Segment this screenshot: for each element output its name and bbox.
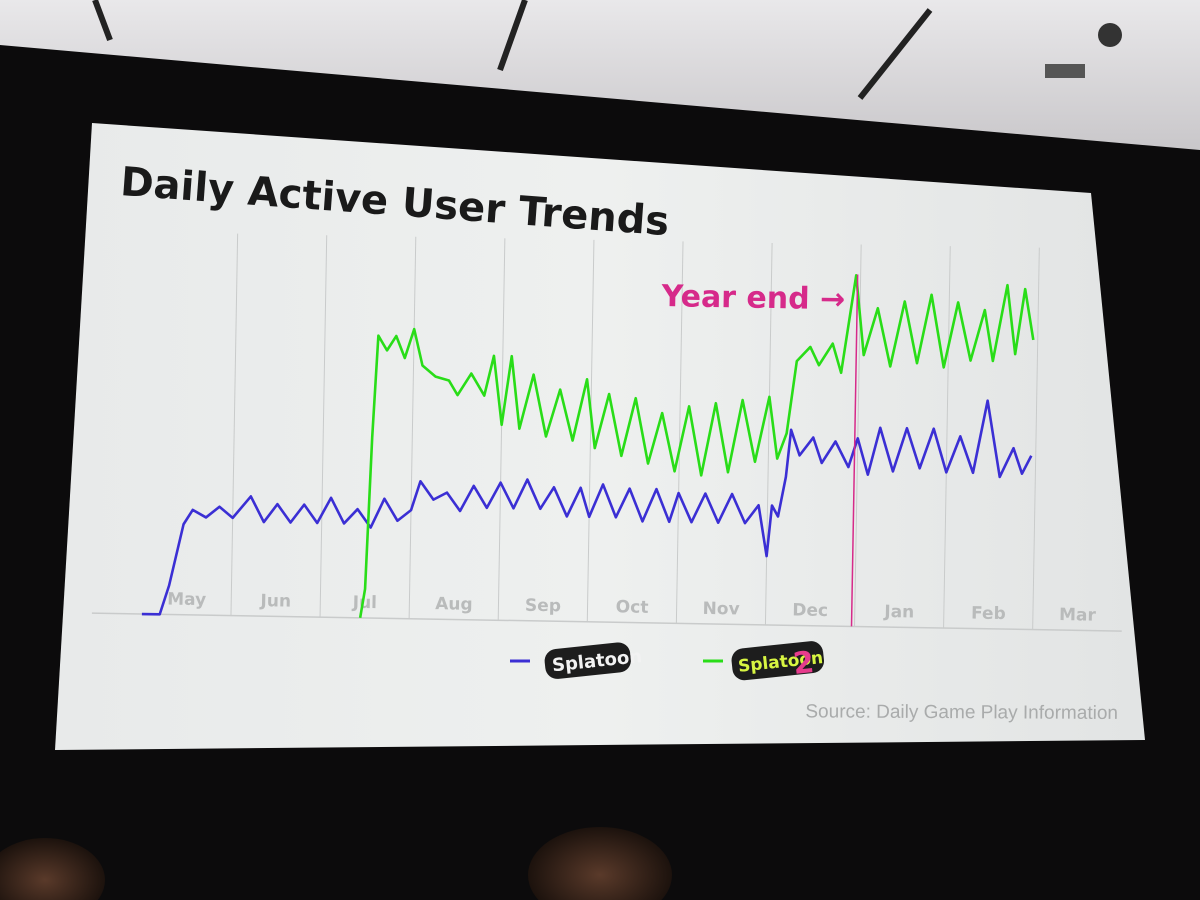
- year-end-annotation: Year end →: [660, 279, 845, 317]
- gridline: [675, 241, 684, 624]
- x-tick-label: Mar: [1059, 605, 1097, 626]
- audience-head: [0, 838, 105, 900]
- x-tick-label: May: [167, 589, 206, 610]
- ceiling-light-strip: [497, 0, 528, 72]
- splatoon-logo-bg: [544, 642, 631, 679]
- gridline: [230, 233, 239, 616]
- legend: Splatoon Splatoon 2: [510, 641, 825, 682]
- ceiling-speaker: [1098, 23, 1122, 47]
- audience-head: [528, 827, 672, 900]
- year-end-marker-line: [850, 274, 859, 627]
- gridline: [586, 239, 595, 622]
- splatoon-2-logo-number: 2: [791, 645, 815, 682]
- gridline: [764, 242, 773, 625]
- ceiling-light-strip: [857, 8, 933, 100]
- ceiling: [0, 0, 1200, 150]
- ceiling-light-strip: [92, 0, 113, 42]
- x-tick-label: Aug: [435, 594, 473, 615]
- x-tick-label: Sep: [525, 596, 561, 617]
- gridline: [1032, 247, 1040, 630]
- x-tick-label: Feb: [971, 604, 1006, 625]
- splatoon-2-logo-bg: [731, 641, 825, 681]
- x-tick-label: Jun: [259, 591, 291, 612]
- x-tick-label: Jan: [883, 602, 914, 623]
- x-axis-baseline: [91, 612, 1122, 632]
- series-line-splatoon: [141, 399, 1033, 616]
- x-tick-label: Dec: [792, 600, 828, 621]
- x-tick-label: Jul: [352, 593, 378, 613]
- gridline: [497, 238, 506, 621]
- x-tick-label: Oct: [616, 597, 649, 618]
- projection-screen: [55, 123, 1145, 750]
- x-tick-label: Nov: [702, 599, 739, 620]
- source-note: Source: Daily Game Play Information: [805, 701, 1118, 724]
- ceiling-vent: [1045, 64, 1085, 78]
- gridline: [319, 235, 328, 618]
- series-line-splatoon-2: [358, 274, 1035, 619]
- gridline: [943, 246, 951, 629]
- chart: May Jun Jul Aug Sep Oct Nov Dec Jan Feb Mar Year en…: [91, 233, 1122, 632]
- gridline: [408, 236, 417, 619]
